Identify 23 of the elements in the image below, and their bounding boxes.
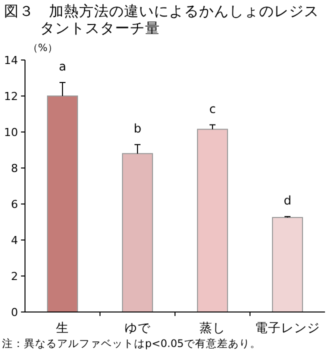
text: 注：異なるアルファベットはp<0.05で有意差あり。 — [2, 337, 261, 350]
bar — [197, 128, 228, 312]
x-tick-label: 生 — [56, 320, 69, 335]
x-tick-label: ゆで — [124, 320, 152, 335]
bar — [122, 153, 153, 312]
x-tick-label: 蒸し — [200, 320, 226, 335]
y-tick-label: 12 — [4, 90, 18, 103]
y-tick-label: 14 — [4, 54, 18, 67]
annotation: b — [134, 122, 142, 136]
y-tick-label: 10 — [4, 126, 18, 139]
chart-title: 図３ 加熱方法の違いによるかんしょのレジスタントスターチ量 — [4, 3, 319, 37]
y-tick-label: 0 — [11, 306, 18, 319]
y-tick-label: 2 — [11, 270, 18, 283]
y-tick-label: 4 — [11, 234, 18, 247]
bar — [272, 217, 303, 312]
x-tick-label: 電子レンジ — [255, 320, 320, 335]
annotation: a — [58, 60, 66, 74]
annotation: c — [209, 102, 216, 116]
y-tick-label: 6 — [11, 198, 18, 211]
annotation: d — [284, 194, 292, 208]
bar — [47, 96, 78, 312]
y-tick-label: 8 — [11, 162, 18, 175]
y-axis-title: （%） — [28, 43, 58, 54]
